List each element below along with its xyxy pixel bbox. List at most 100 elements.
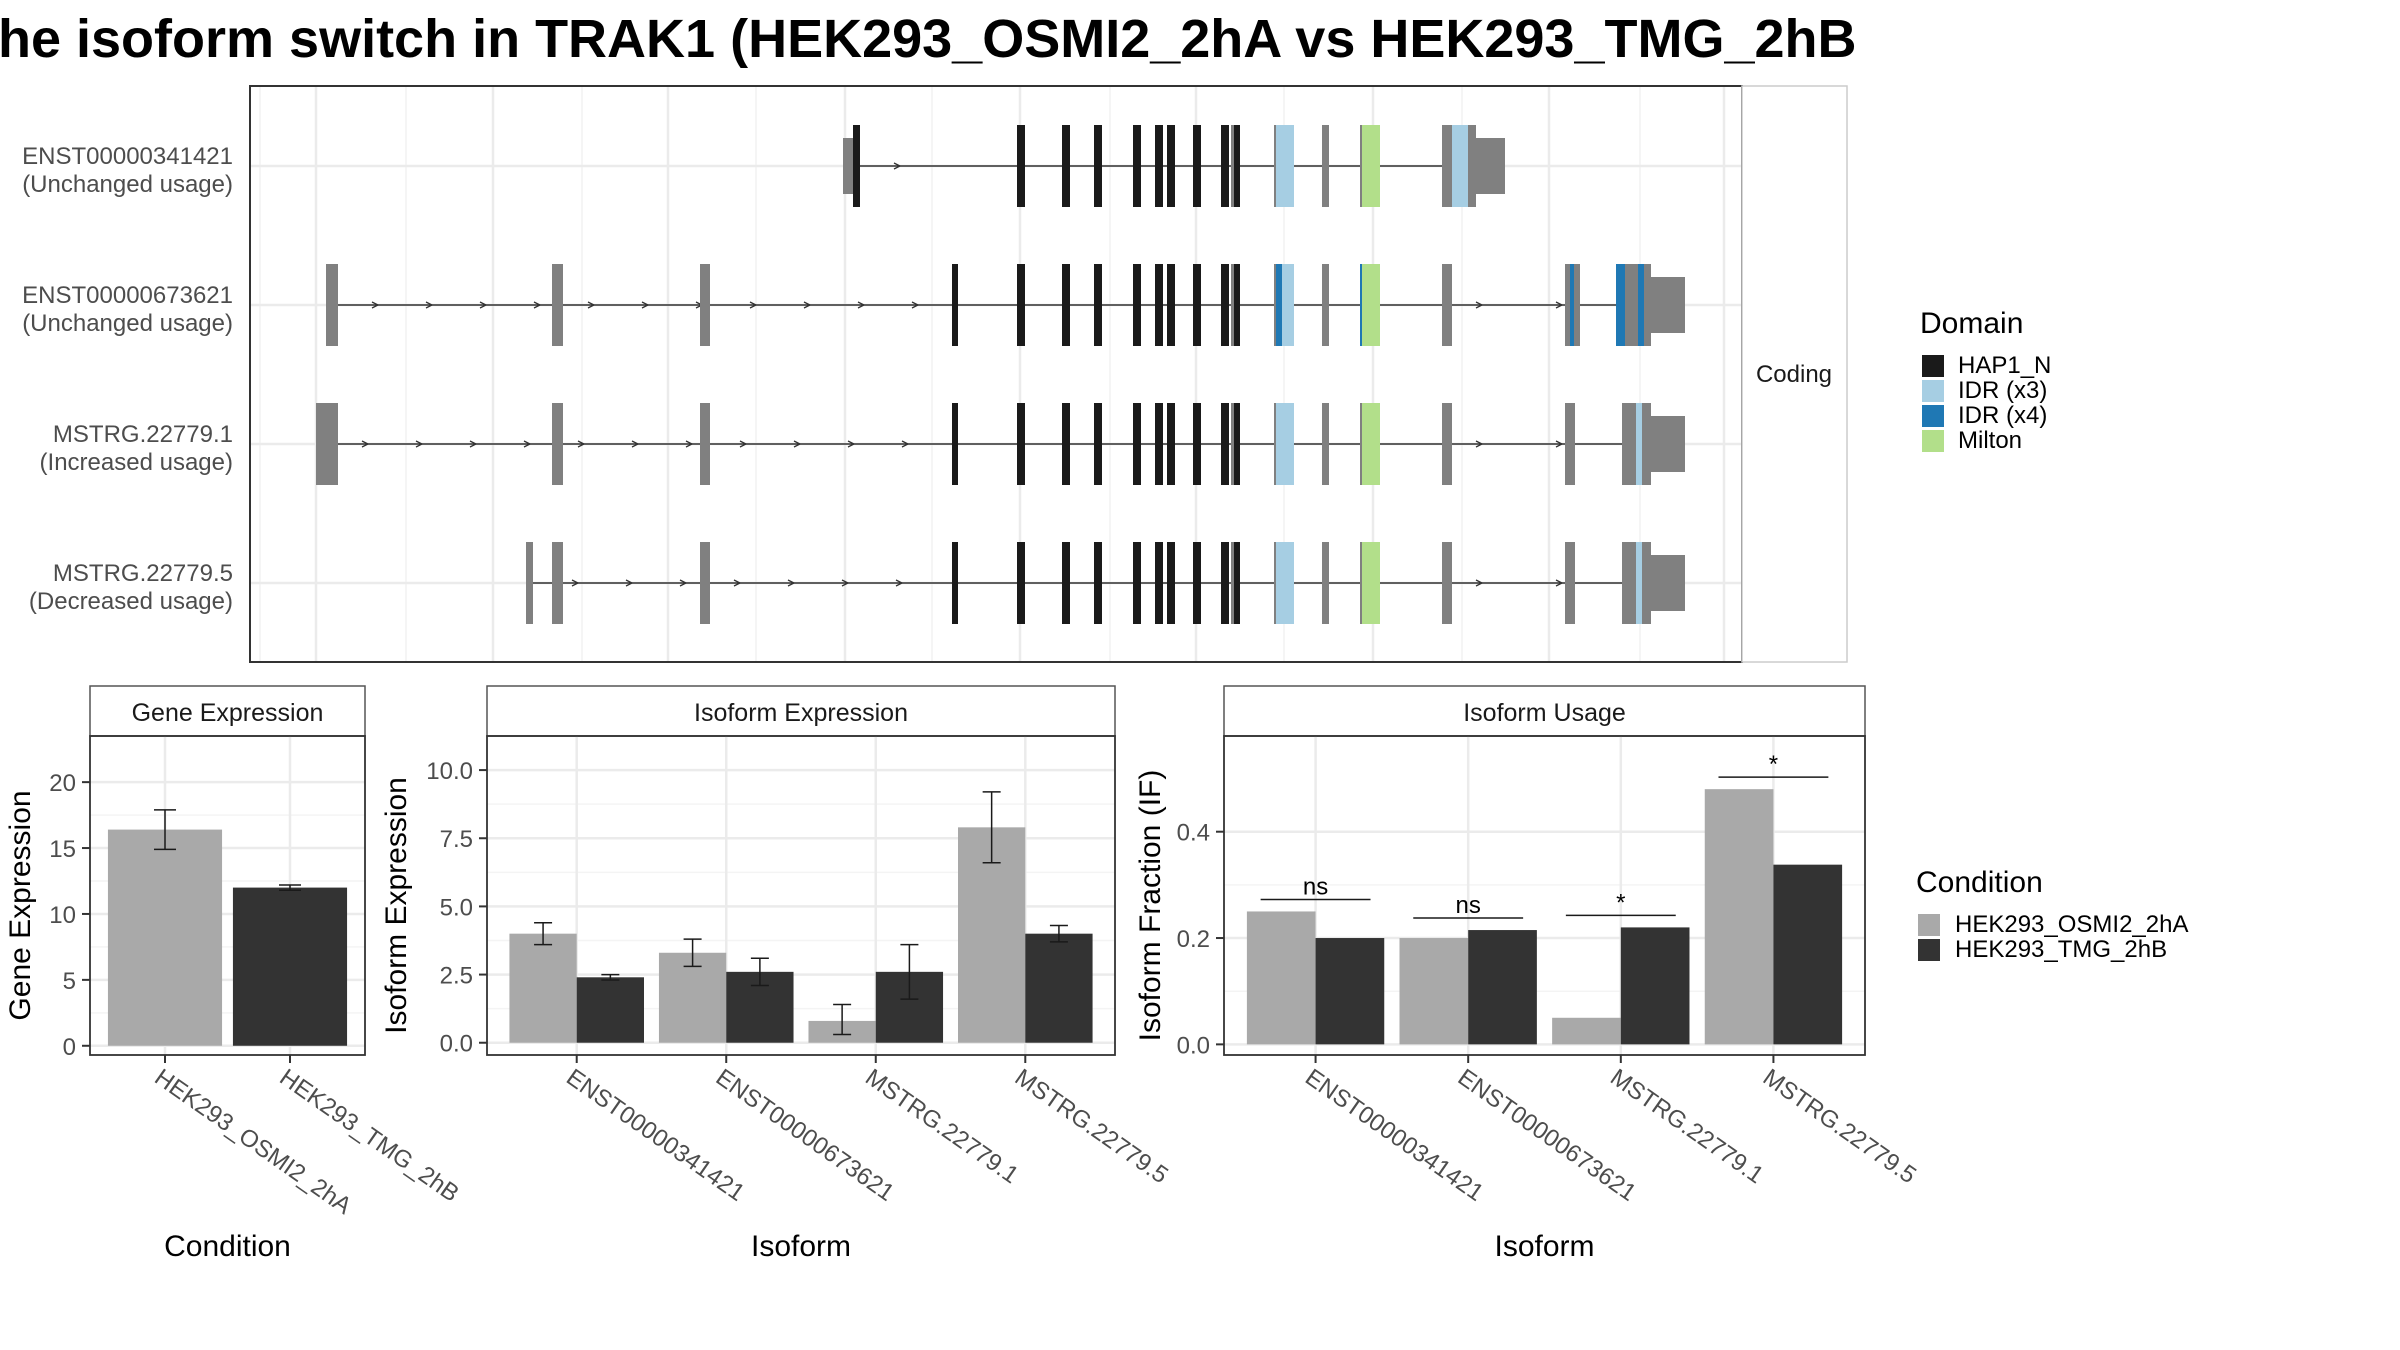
- exon: [1642, 542, 1651, 624]
- exon: [552, 264, 563, 346]
- hap1n-domain: [1017, 403, 1025, 485]
- exon: [700, 403, 710, 485]
- hap1n-domain: [1094, 264, 1102, 346]
- exon: [526, 542, 533, 624]
- exon: [1476, 138, 1505, 194]
- isoform-label: MSTRG.22779.1 (Increased usage): [40, 421, 233, 476]
- exon: [1442, 125, 1452, 207]
- y-tick-label: 5.0: [440, 894, 473, 921]
- x-axis-title: Isoform: [751, 1230, 851, 1263]
- hap1n-domain: [1155, 125, 1163, 207]
- bar: [509, 933, 577, 1043]
- y-tick-label: 10.0: [426, 758, 473, 785]
- strand-arrow: [733, 579, 742, 587]
- exon: [1651, 277, 1685, 333]
- hap1n-domain: [853, 125, 860, 207]
- hap1n-domain: [1221, 542, 1229, 624]
- bar: [576, 977, 644, 1043]
- strand-arrow: [1555, 301, 1564, 309]
- bar: [1025, 933, 1093, 1043]
- hap1n-domain: [1167, 403, 1175, 485]
- strand-arrow: [749, 301, 758, 309]
- exon: [1622, 542, 1636, 624]
- domain-legend-label: HAP1_N: [1958, 352, 2051, 379]
- bar: [658, 952, 727, 1043]
- domain-legend-key: [1922, 355, 1944, 377]
- bar: [1315, 938, 1385, 1045]
- hap1n-domain: [1017, 125, 1025, 207]
- strand-arrow: [479, 301, 488, 309]
- exon: [700, 264, 710, 346]
- idr-domain: [1636, 403, 1642, 485]
- condition-legend-title: Condition: [1916, 866, 2043, 899]
- strand-arrow: [793, 440, 802, 448]
- domain-legend-label: Milton: [1958, 427, 2022, 454]
- exon: [1442, 264, 1452, 346]
- condition-legend-key: [1918, 939, 1940, 961]
- milton-domain: [1362, 403, 1380, 485]
- strand-arrow: [1555, 579, 1564, 587]
- exon: [1442, 542, 1452, 624]
- hap1n-domain: [1094, 403, 1102, 485]
- strand-arrow: [361, 440, 370, 448]
- strand-arrow: [533, 301, 542, 309]
- exon: [1322, 125, 1329, 207]
- exon: [1644, 264, 1651, 346]
- x-tick-label: MSTRG.22779.5: [1010, 1064, 1173, 1189]
- exon: [1231, 125, 1234, 207]
- strand-arrow: [625, 579, 634, 587]
- bar: [1552, 1017, 1621, 1045]
- strand-arrow: [895, 579, 904, 587]
- chart-border: [89, 735, 366, 1056]
- y-axis-title: Gene Expression: [4, 790, 37, 1020]
- idr-domain: [1452, 125, 1468, 207]
- strand-arrow: [847, 440, 856, 448]
- y-tick-label: 10: [49, 902, 76, 929]
- strand-arrow: [371, 301, 380, 309]
- y-tick-label: 0.0: [440, 1031, 473, 1058]
- idr-domain: [1638, 264, 1644, 346]
- chart-strip: [89, 685, 366, 737]
- exon: [552, 403, 563, 485]
- strand-arrow: [571, 579, 580, 587]
- hap1n-domain: [1133, 264, 1141, 346]
- x-axis-title: Isoform: [1494, 1230, 1594, 1263]
- isoform-label: MSTRG.22779.5 (Decreased usage): [29, 560, 233, 615]
- hap1n-domain: [1193, 125, 1201, 207]
- bar: [1704, 789, 1774, 1045]
- hap1n-domain: [1155, 403, 1163, 485]
- hap1n-domain: [952, 403, 958, 485]
- hap1n-domain: [1094, 125, 1102, 207]
- idr-domain: [1276, 403, 1282, 485]
- y-axis-title: Isoform Expression: [380, 777, 413, 1034]
- strand-arrow: [739, 440, 748, 448]
- chart-strip: [1223, 685, 1866, 737]
- y-tick-label: 15: [49, 836, 76, 863]
- domain-legend-key: [1922, 405, 1944, 427]
- strand-arrow: [841, 579, 850, 587]
- transcript-track: [326, 264, 1685, 346]
- x-tick-label: MSTRG.22779.1: [1605, 1064, 1768, 1189]
- exon: [1565, 403, 1575, 485]
- hap1n-domain: [1221, 403, 1229, 485]
- strand-arrow: [893, 162, 902, 170]
- bar: [232, 887, 348, 1046]
- hap1n-domain: [1155, 542, 1163, 624]
- domain-legend-label: IDR (x4): [1958, 402, 2047, 429]
- transcript-track: [526, 542, 1685, 624]
- hap1n-domain: [1062, 125, 1070, 207]
- exon: [700, 542, 710, 624]
- transcript-track: [316, 403, 1685, 485]
- hap1n-domain: [1221, 264, 1229, 346]
- idr-domain: [1276, 542, 1282, 624]
- y-tick-label: 5: [63, 968, 76, 995]
- hap1n-domain: [1133, 125, 1141, 207]
- significance-label: *: [1616, 889, 1625, 916]
- strand-arrow: [631, 440, 640, 448]
- exon: [316, 403, 338, 485]
- strand-arrow: [469, 440, 478, 448]
- hap1n-domain: [1017, 542, 1025, 624]
